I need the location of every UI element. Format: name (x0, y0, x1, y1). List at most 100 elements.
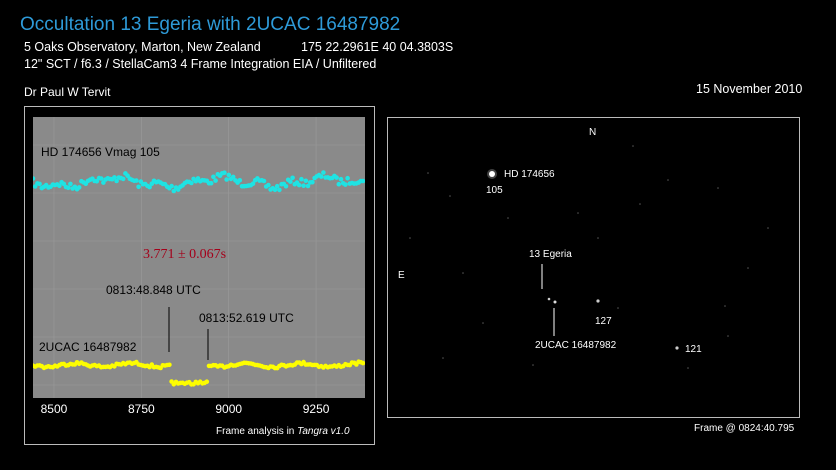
plot-background (33, 117, 365, 398)
star-121-label: 121 (685, 344, 702, 355)
analysis-credit: Frame analysis in Tangra v1.0 (216, 426, 350, 437)
data-point (283, 184, 289, 189)
faint-star (577, 212, 579, 214)
target-star-series (33, 359, 365, 387)
data-point (318, 174, 324, 179)
comparison-star-label: HD 174656 Vmag 105 (41, 145, 160, 159)
faint-star (687, 367, 689, 369)
data-point (169, 183, 174, 189)
data-point (204, 379, 210, 385)
data-point (303, 178, 309, 184)
faint-star (767, 227, 769, 229)
data-point (277, 187, 282, 193)
faint-star (617, 307, 619, 309)
reappearance-time: 0813:52.619 UTC (199, 311, 294, 325)
page-title: Occultation 13 Egeria with 2UCAC 1648798… (20, 14, 401, 35)
faint-star (667, 179, 669, 181)
equipment-description: 12" SCT / f6.3 / StellaCam3 4 Frame Inte… (24, 57, 377, 71)
x-tick-label: 8750 (128, 402, 155, 416)
east-label: E (398, 270, 405, 281)
star-2ucac16487982 (553, 300, 557, 304)
data-point (224, 177, 229, 182)
data-point (136, 184, 141, 190)
data-point (226, 172, 232, 178)
x-axis-ticks: 8500 8750 9000 9250 (41, 402, 330, 416)
data-point (345, 175, 350, 181)
faint-star (482, 322, 484, 324)
faint-star (442, 357, 444, 359)
data-point (343, 182, 348, 187)
occultation-duration: 3.771 ± 0.067s (143, 247, 226, 262)
data-point (321, 170, 326, 175)
data-point (334, 175, 339, 180)
data-point (213, 178, 218, 183)
data-point (237, 178, 243, 183)
observatory-coordinates: 175 22.2961E 40 04.3803S (301, 40, 454, 54)
data-point (290, 175, 295, 181)
hd174656-magnitude: 105 (486, 185, 503, 196)
starfield-panel: N E HD 174656 105 13 Egeria 2UCAC 164879… (387, 117, 800, 418)
observatory-location: 5 Oaks Observatory, Marton, New Zealand (24, 40, 261, 54)
data-point (336, 181, 342, 187)
faint-star (747, 267, 749, 269)
hd174656-label: HD 174656 (504, 169, 555, 180)
faint-stars (409, 145, 769, 369)
data-point (301, 183, 306, 188)
asteroid-egeria-dot (547, 297, 551, 301)
data-point (338, 176, 344, 182)
data-point (68, 181, 73, 187)
x-tick-label: 9000 (215, 402, 242, 416)
data-point (274, 183, 280, 189)
target-star-label: 2UCAC 16487982 (39, 340, 137, 354)
data-point (360, 360, 365, 366)
data-point (211, 174, 216, 180)
data-point (299, 176, 304, 182)
data-point (171, 188, 177, 194)
lightcurve-panel-frame (24, 106, 375, 445)
star-127 (596, 299, 600, 303)
lightcurve-plot: HD 174656 Vmag 105 3.771 ± 0.067s 0813:4… (33, 117, 365, 416)
plot-grid (33, 117, 365, 398)
star-127-label: 127 (595, 316, 612, 327)
faint-star (717, 187, 719, 189)
data-point (222, 170, 227, 175)
data-point (57, 183, 62, 189)
comparison-star-series (33, 170, 365, 194)
star-121 (675, 346, 679, 350)
data-point (230, 174, 236, 180)
data-point (33, 176, 36, 181)
data-point (261, 178, 267, 184)
star-hd174656 (489, 171, 495, 177)
observer-name: Dr Paul W Tervit (24, 85, 111, 99)
faint-star (597, 237, 599, 239)
data-point (272, 187, 278, 193)
faint-star (532, 364, 534, 366)
data-point (167, 362, 172, 368)
data-point (147, 184, 152, 190)
faint-star (727, 335, 729, 337)
starfield-image (409, 145, 769, 369)
data-point (266, 182, 271, 188)
egeria-label: 13 Egeria (529, 249, 572, 260)
data-point (250, 181, 256, 186)
data-point (288, 179, 293, 184)
frame-timestamp: Frame @ 0824:40.795 (694, 423, 795, 434)
data-point (208, 180, 214, 186)
star-hd174656-glow (487, 169, 497, 179)
data-point (305, 183, 311, 189)
software-name: Tangra v1.0 (297, 426, 350, 437)
data-point (189, 180, 194, 186)
data-point (76, 185, 82, 190)
faint-star (427, 172, 429, 174)
data-point (114, 178, 119, 184)
x-tick-label: 9250 (303, 402, 330, 416)
data-point (296, 182, 302, 188)
data-point (120, 176, 126, 182)
data-point (65, 185, 71, 191)
faint-star (462, 272, 464, 274)
data-point (98, 176, 104, 181)
data-point (134, 178, 139, 183)
x-tick-label: 8500 (41, 402, 68, 416)
data-point (112, 175, 117, 180)
data-point (360, 178, 365, 184)
